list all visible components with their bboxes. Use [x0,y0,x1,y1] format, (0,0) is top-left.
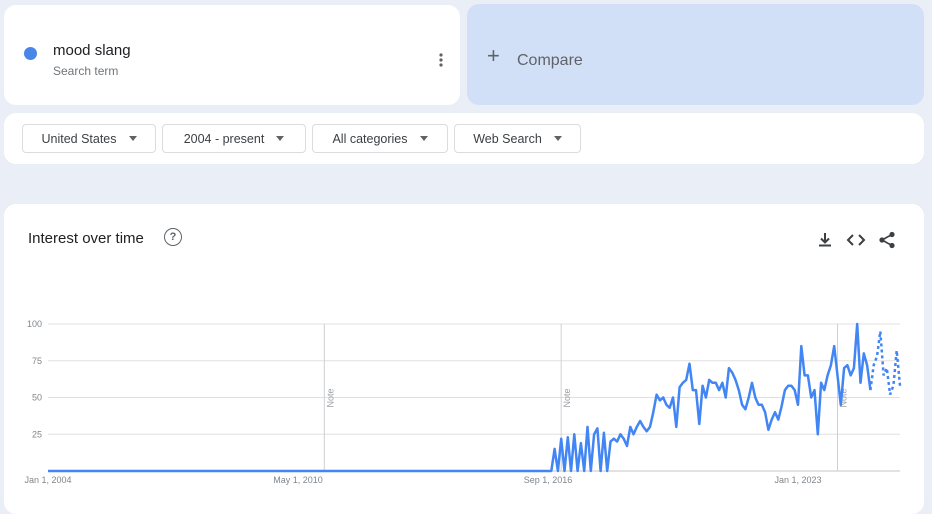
filter-time-range[interactable]: 2004 - present [162,124,306,153]
filter-search-type[interactable]: Web Search [454,124,581,153]
filter-category[interactable]: All categories [312,124,448,153]
download-icon[interactable] [815,230,835,250]
x-tick-label: May 1, 2010 [273,475,323,485]
search-term-subtitle: Search term [53,64,119,78]
caret-down-icon [276,136,285,141]
series-line [48,322,872,473]
embed-icon[interactable] [846,230,866,250]
caret-down-icon [128,136,137,141]
filter-location[interactable]: United States [22,124,156,153]
filter-bar: United States 2004 - present All categor… [4,113,924,164]
compare-label: Compare [517,52,583,69]
help-icon[interactable]: ? [164,228,182,246]
y-tick-label: 100 [27,319,42,329]
y-tick-label: 25 [32,429,42,439]
x-tick-label: Jan 1, 2004 [24,475,71,485]
note-label: Note [325,388,335,407]
x-tick-label: Sep 1, 2016 [524,475,573,485]
series-line-partial [869,331,902,396]
filter-label: Web Search [473,131,542,146]
filter-label: United States [41,131,117,146]
interest-line-chart: 25 50 75 100 Note Note Note Jan 1, 2004 May 1, 2… [24,319,902,485]
compare-button[interactable]: + Compare [467,4,924,105]
x-tick-label: Jan 1, 2023 [774,475,821,485]
term-color-dot [24,47,37,60]
share-icon[interactable] [877,230,897,250]
search-term-card: mood slang Search term [4,5,460,105]
y-tick-label: 75 [32,356,42,366]
note-label: Note [838,388,848,407]
y-tick-label: 50 [32,393,42,403]
more-vert-icon[interactable] [431,50,451,70]
filter-label: 2004 - present [183,131,265,146]
interest-over-time-card: Interest over time ? 25 50 75 100 Note Note No… [4,204,924,514]
search-term-name[interactable]: mood slang [53,42,131,59]
note-label: Note [562,388,572,407]
add-icon: + [487,43,500,68]
chart-title: Interest over time [28,230,144,247]
caret-down-icon [419,136,428,141]
filter-label: All categories [332,131,408,146]
caret-down-icon [553,136,562,141]
